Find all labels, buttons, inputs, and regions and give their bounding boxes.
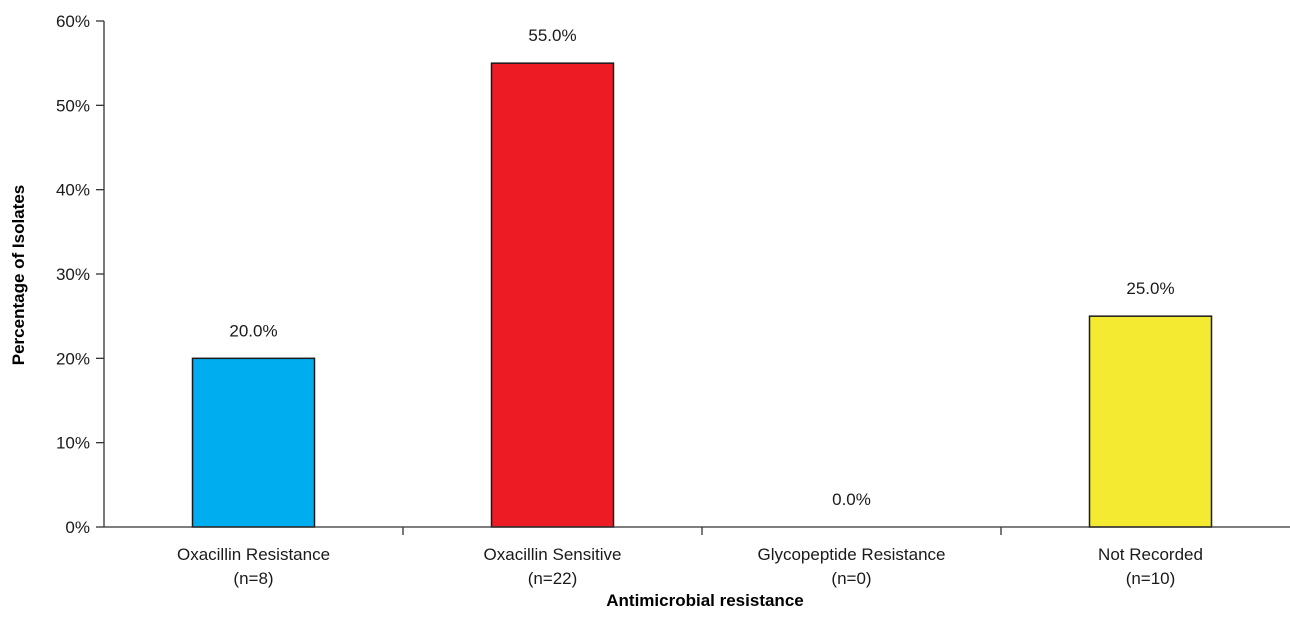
bar xyxy=(490,62,615,528)
y-tick-label: 30% xyxy=(56,265,90,284)
x-tick-count-label: (n=8) xyxy=(233,569,273,588)
data-label: 25.0% xyxy=(1126,279,1174,298)
y-tick-label: 10% xyxy=(56,434,90,453)
bar xyxy=(1088,315,1213,528)
x-tick-count-label: (n=10) xyxy=(1126,569,1176,588)
x-tick-count-label: (n=22) xyxy=(528,569,578,588)
x-tick-label: Not Recorded xyxy=(1098,545,1203,564)
x-tick-count-label: (n=0) xyxy=(831,569,871,588)
y-tick-label: 50% xyxy=(56,96,90,115)
data-label: 55.0% xyxy=(528,26,576,45)
y-axis-title: Percentage of Isolates xyxy=(9,185,28,365)
y-tick-label: 20% xyxy=(56,349,90,368)
x-tick-label: Oxacillin Sensitive xyxy=(484,545,622,564)
data-labels: 20.0% 55.0% 0.0% 25.0% xyxy=(229,26,1174,509)
bar xyxy=(191,357,316,528)
data-label: 0.0% xyxy=(832,490,871,509)
category-labels: Oxacillin Resistance (n=8) Oxacillin Sensi… xyxy=(177,545,1203,588)
data-label: 20.0% xyxy=(229,321,277,340)
x-tick-label: Glycopeptide Resistance xyxy=(757,545,945,564)
y-tick-label: 0% xyxy=(65,518,90,537)
x-axis-title: Antimicrobial resistance xyxy=(606,591,803,610)
bars xyxy=(191,62,1213,528)
y-axis-ticks: 0% 10% 20% 30% 40% 50% 60% xyxy=(56,12,1002,537)
y-tick-label: 40% xyxy=(56,181,90,200)
x-tick-label: Oxacillin Resistance xyxy=(177,545,330,564)
y-tick-label: 60% xyxy=(56,12,90,31)
